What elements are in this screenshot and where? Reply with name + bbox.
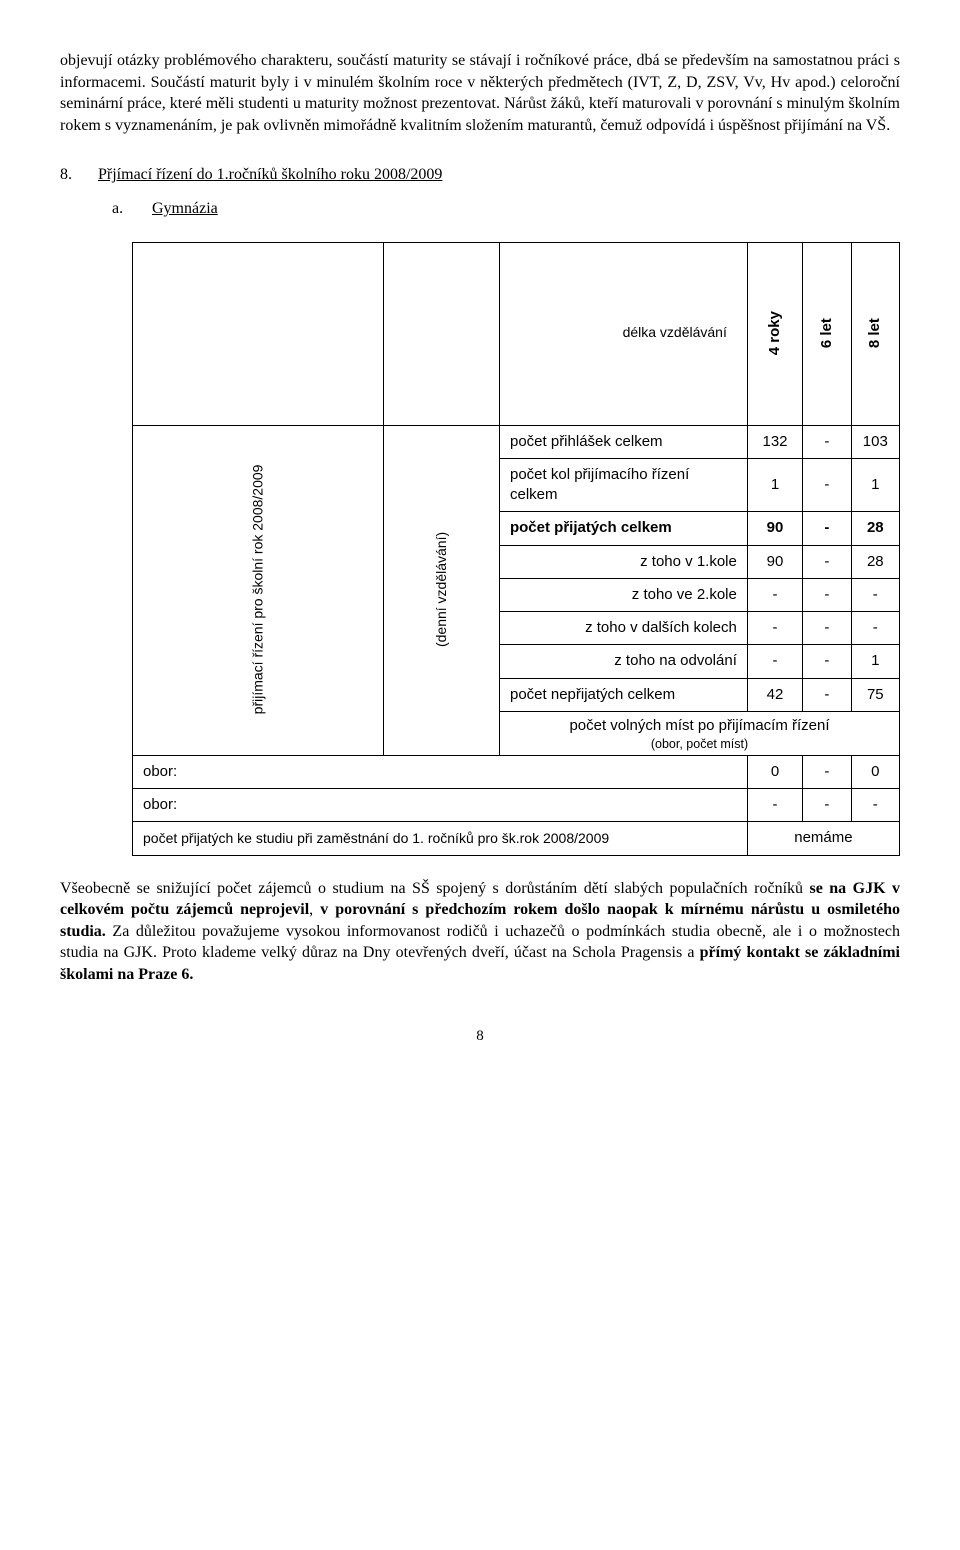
table-row: obor: - - - bbox=[133, 789, 900, 822]
subsection-title: Gymnázia bbox=[152, 198, 218, 220]
cell: - bbox=[803, 512, 851, 545]
header-8let-label: 8 let bbox=[865, 319, 885, 349]
header-blank-2 bbox=[383, 242, 499, 425]
span-row-line1: počet volných míst po přijímacím řízení bbox=[510, 716, 889, 736]
cell: - bbox=[851, 612, 899, 645]
subsection-number: a. bbox=[112, 198, 130, 220]
cell: - bbox=[803, 789, 851, 822]
section-number: 8. bbox=[60, 164, 80, 186]
span-row-cell: počet volných míst po přijímacím řízení … bbox=[499, 711, 899, 755]
cell: 42 bbox=[747, 678, 802, 711]
row-label: obor: bbox=[133, 755, 748, 788]
subsection-heading: a. Gymnázia bbox=[112, 198, 900, 220]
row-label: obor: bbox=[133, 789, 748, 822]
header-length-col: délka vzdělávání bbox=[499, 242, 747, 425]
header-8let: 8 let bbox=[851, 242, 899, 425]
para2-t2: , bbox=[309, 901, 320, 918]
header-6let: 6 let bbox=[803, 242, 851, 425]
header-6let-label: 6 let bbox=[817, 319, 837, 349]
cell: - bbox=[851, 578, 899, 611]
page-number: 8 bbox=[60, 1026, 900, 1046]
section-heading: 8. Přjímací řízení do 1.ročníků školního… bbox=[60, 164, 900, 186]
cell: - bbox=[803, 755, 851, 788]
header-length-label: délka vzdělávání bbox=[623, 324, 727, 340]
vertical-label-2: (denní vzdělávání) bbox=[383, 425, 499, 755]
header-4roky: 4 roky bbox=[747, 242, 802, 425]
cell: 90 bbox=[747, 512, 802, 545]
table-row: přijímací řízení pro školní rok 2008/200… bbox=[133, 425, 900, 458]
cell: - bbox=[851, 789, 899, 822]
header-4roky-label: 4 roky bbox=[765, 311, 785, 355]
cell: 90 bbox=[747, 545, 802, 578]
cell: 28 bbox=[851, 512, 899, 545]
paragraph-conclusion: Všeobecně se snižující počet zájemců o s… bbox=[60, 878, 900, 986]
row-label: počet kol přijímacího řízení celkem bbox=[499, 458, 747, 512]
admissions-table: délka vzdělávání 4 roky 6 let 8 let přij… bbox=[132, 242, 900, 856]
cell: 28 bbox=[851, 545, 899, 578]
row-label: z toho ve 2.kole bbox=[499, 578, 747, 611]
cell: 0 bbox=[747, 755, 802, 788]
vertical-label-2-text: (denní vzdělávání) bbox=[432, 532, 451, 647]
cell: - bbox=[803, 458, 851, 512]
footer-row-value: nemáme bbox=[747, 822, 899, 855]
paragraph-intro: objevují otázky problémového charakteru,… bbox=[60, 50, 900, 136]
table-row: obor: 0 - 0 bbox=[133, 755, 900, 788]
row-label: z toho v 1.kole bbox=[499, 545, 747, 578]
table-header-row: délka vzdělávání 4 roky 6 let 8 let bbox=[133, 242, 900, 425]
cell: - bbox=[803, 678, 851, 711]
table-footer-row: počet přijatých ke studiu při zaměstnání… bbox=[133, 822, 900, 855]
cell: - bbox=[803, 425, 851, 458]
row-label: počet přijatých celkem bbox=[499, 512, 747, 545]
cell: 1 bbox=[747, 458, 802, 512]
row-label: z toho na odvolání bbox=[499, 645, 747, 678]
cell: 1 bbox=[851, 645, 899, 678]
para2-t1: Všeobecně se snižující počet zájemců o s… bbox=[60, 880, 809, 897]
vertical-label-1-text: přijímací řízení pro školní rok 2008/200… bbox=[248, 465, 267, 715]
row-label: počet přihlášek celkem bbox=[499, 425, 747, 458]
cell: 132 bbox=[747, 425, 802, 458]
row-label: počet nepřijatých celkem bbox=[499, 678, 747, 711]
cell: - bbox=[803, 645, 851, 678]
cell: 0 bbox=[851, 755, 899, 788]
cell: - bbox=[747, 645, 802, 678]
header-blank-1 bbox=[133, 242, 384, 425]
span-row-line2: (obor, počet míst) bbox=[510, 736, 889, 753]
cell: 103 bbox=[851, 425, 899, 458]
cell: - bbox=[803, 545, 851, 578]
cell: 1 bbox=[851, 458, 899, 512]
cell: - bbox=[747, 789, 802, 822]
row-label: z toho v dalších kolech bbox=[499, 612, 747, 645]
cell: - bbox=[747, 578, 802, 611]
cell: 75 bbox=[851, 678, 899, 711]
footer-row-label: počet přijatých ke studiu při zaměstnání… bbox=[133, 822, 748, 855]
cell: - bbox=[803, 578, 851, 611]
cell: - bbox=[803, 612, 851, 645]
section-title: Přjímací řízení do 1.ročníků školního ro… bbox=[98, 164, 442, 186]
cell: - bbox=[747, 612, 802, 645]
vertical-label-1: přijímací řízení pro školní rok 2008/200… bbox=[133, 425, 384, 755]
